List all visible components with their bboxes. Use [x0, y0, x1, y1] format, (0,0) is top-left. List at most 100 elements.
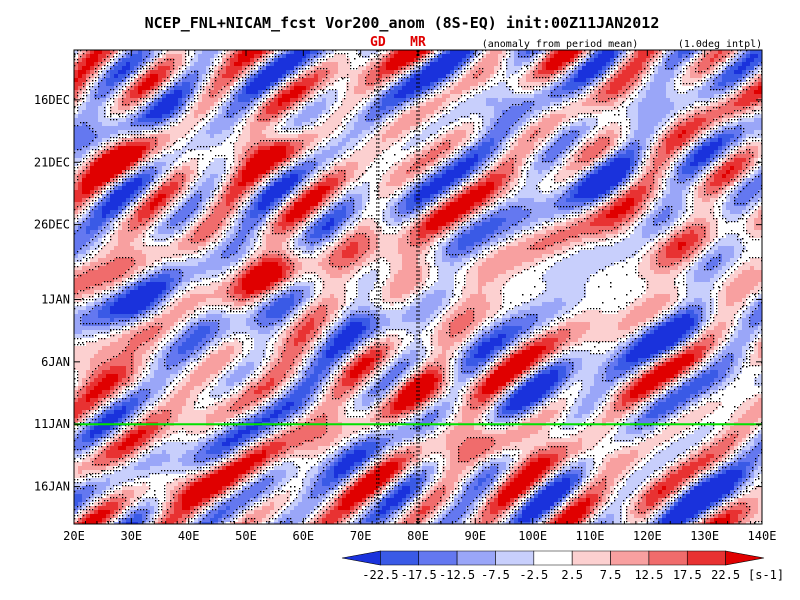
- field-cell: [642, 58, 646, 62]
- field-cell: [574, 122, 578, 126]
- field-cell: [494, 86, 498, 90]
- field-cell: [366, 158, 370, 162]
- field-cell: [582, 78, 586, 82]
- field-cell: [246, 106, 250, 110]
- field-cell: [490, 114, 494, 118]
- field-cell: [142, 118, 146, 122]
- field-cell: [698, 118, 702, 122]
- field-cell: [246, 178, 250, 182]
- field-cell: [278, 110, 282, 114]
- field-cell: [106, 50, 110, 54]
- field-cell: [262, 70, 266, 74]
- field-cell: [206, 146, 210, 150]
- field-cell: [158, 78, 162, 82]
- field-cell: [394, 118, 398, 122]
- contour-dot: [210, 150, 212, 152]
- field-cell: [674, 50, 678, 54]
- field-cell: [694, 158, 698, 162]
- field-cell: [74, 150, 78, 154]
- field-cell: [222, 122, 226, 126]
- field-cell: [146, 50, 150, 54]
- field-cell: [458, 162, 462, 166]
- field-cell: [214, 178, 218, 182]
- field-cell: [378, 62, 382, 66]
- field-cell: [74, 50, 78, 54]
- field-cell: [530, 174, 534, 178]
- field-cell: [662, 158, 666, 162]
- field-cell: [662, 142, 666, 146]
- field-cell: [102, 118, 106, 122]
- field-cell: [558, 146, 562, 150]
- field-cell: [74, 174, 78, 178]
- field-cell: [286, 154, 290, 158]
- field-cell: [286, 50, 290, 54]
- field-cell: [662, 62, 666, 66]
- field-cell: [166, 142, 170, 146]
- field-cell: [414, 50, 418, 54]
- field-cell: [650, 170, 654, 174]
- field-cell: [682, 134, 686, 138]
- field-cell: [746, 54, 750, 58]
- field-cell: [266, 58, 270, 62]
- field-cell: [758, 146, 762, 150]
- field-cell: [682, 174, 686, 178]
- field-cell: [538, 170, 542, 174]
- field-cell: [134, 86, 138, 90]
- field-cell: [334, 62, 338, 66]
- field-cell: [490, 142, 494, 146]
- field-cell: [646, 82, 650, 86]
- field-cell: [106, 162, 110, 166]
- field-cell: [338, 70, 342, 74]
- field-cell: [78, 66, 82, 70]
- field-cell: [194, 146, 198, 150]
- field-cell: [190, 146, 194, 150]
- field-cell: [686, 90, 690, 94]
- field-cell: [654, 122, 658, 126]
- contour-dot: [578, 94, 580, 96]
- field-cell: [398, 70, 402, 74]
- field-cell: [290, 142, 294, 146]
- field-cell: [266, 70, 270, 74]
- field-cell: [98, 122, 102, 126]
- field-cell: [530, 170, 534, 174]
- field-cell: [426, 166, 430, 170]
- field-cell: [710, 162, 714, 166]
- field-cell: [258, 162, 262, 166]
- field-cell: [178, 126, 182, 130]
- field-cell: [714, 138, 718, 142]
- field-cell: [410, 118, 414, 122]
- field-cell: [658, 102, 662, 106]
- field-cell: [754, 106, 758, 110]
- field-cell: [554, 138, 558, 142]
- field-cell: [126, 54, 130, 58]
- field-cell: [674, 142, 678, 146]
- field-cell: [606, 90, 610, 94]
- field-cell: [602, 138, 606, 142]
- field-cell: [486, 90, 490, 94]
- field-cell: [702, 130, 706, 134]
- field-cell: [370, 74, 374, 78]
- field-cell: [614, 158, 618, 162]
- field-cell: [594, 142, 598, 146]
- field-cell: [210, 106, 214, 110]
- field-cell: [330, 114, 334, 118]
- field-cell: [510, 126, 514, 130]
- field-cell: [146, 106, 150, 110]
- field-cell: [422, 62, 426, 66]
- field-cell: [162, 170, 166, 174]
- contour-dot: [622, 102, 624, 104]
- field-cell: [474, 102, 478, 106]
- field-cell: [130, 142, 134, 146]
- field-cell: [362, 170, 366, 174]
- field-cell: [302, 130, 306, 134]
- field-cell: [670, 170, 674, 174]
- field-cell: [342, 138, 346, 142]
- field-cell: [294, 82, 298, 86]
- field-cell: [722, 130, 726, 134]
- field-cell: [694, 134, 698, 138]
- field-cell: [282, 106, 286, 110]
- field-cell: [350, 178, 354, 182]
- field-cell: [206, 126, 210, 130]
- field-cell: [702, 154, 706, 158]
- field-cell: [174, 90, 178, 94]
